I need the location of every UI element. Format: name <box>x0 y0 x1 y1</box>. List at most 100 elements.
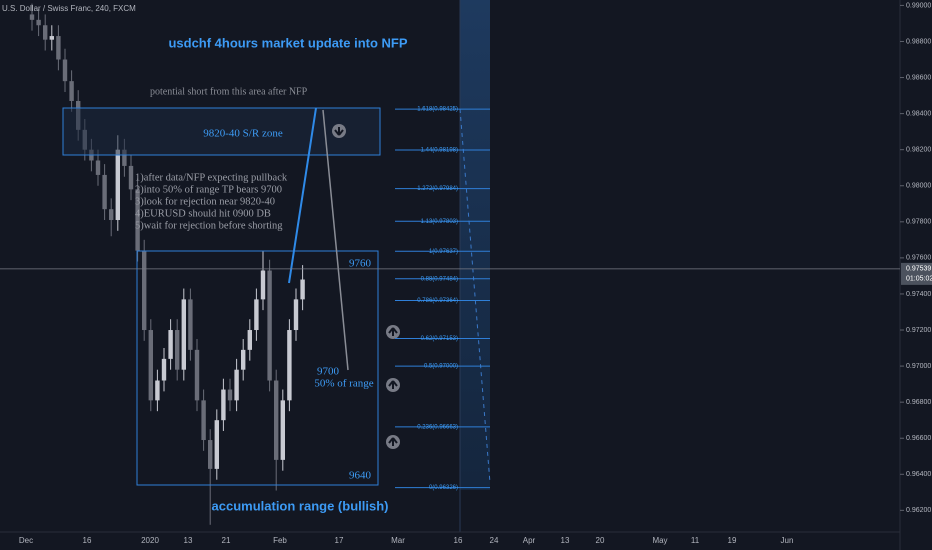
candle-body <box>274 380 279 460</box>
candle-body <box>128 165 134 190</box>
fib-trend <box>459 108 491 484</box>
candle-body <box>188 299 193 350</box>
x-tick-label: 13 <box>184 536 193 545</box>
x-tick-label: 21 <box>222 536 231 545</box>
fib-label: 0.786(0.97364) <box>417 298 458 304</box>
candle-body <box>62 59 68 82</box>
annotation: 9700 <box>317 366 340 378</box>
projection-line <box>322 109 349 371</box>
candles <box>29 3 305 525</box>
x-tick-label: Mar <box>391 536 405 545</box>
y-tick-label: 0.97000 <box>906 363 931 370</box>
y-tick-label: 0.98800 <box>906 38 931 45</box>
x-tick-label: Feb <box>273 536 287 545</box>
time-band <box>460 0 490 490</box>
fib-label: 1.13(0.97803) <box>421 219 458 225</box>
range-box <box>136 250 379 486</box>
candle-body <box>115 149 120 221</box>
fib-label: 0.88(0.97484) <box>421 276 458 282</box>
x-tick-label: Jun <box>781 536 794 545</box>
arrow-up <box>386 378 400 392</box>
fib-label: 1.618(0.98425) <box>417 107 458 113</box>
candle-body <box>95 160 101 175</box>
candle-body <box>234 369 239 401</box>
x-tick-label: Dec <box>19 536 33 545</box>
candle-body <box>36 19 41 26</box>
candle-body <box>201 400 206 441</box>
candle-body <box>241 349 246 370</box>
candle-body <box>260 270 266 300</box>
annotation: 9820-40 S/R zone <box>203 128 283 140</box>
y-tick-label: 0.98400 <box>906 110 931 117</box>
x-tick-label: 24 <box>490 536 499 545</box>
fib-label: 1(0.97637) <box>429 249 458 255</box>
candle-body <box>208 440 213 469</box>
y-tick-label: 0.98200 <box>906 147 931 154</box>
plan-line: 4)EURUSD should hit 0900 DB <box>135 208 271 219</box>
candle-body <box>43 25 48 40</box>
x-tick-label: 17 <box>335 536 344 545</box>
fib-label: 0.5(0.97000) <box>424 364 458 370</box>
countdown: 01:05:02 <box>906 276 932 283</box>
x-tick-label: 20 <box>596 536 605 545</box>
y-tick-label: 0.97600 <box>906 255 931 262</box>
y-tick-label: 0.98000 <box>906 183 931 190</box>
candle-body <box>155 380 160 401</box>
y-tick-label: 0.96800 <box>906 399 931 406</box>
candle-body <box>161 358 167 381</box>
fib-label: 0.236(0.96663) <box>417 424 458 430</box>
symbol: U.S. Dollar / Swiss Franc, 240, FXCM <box>2 4 136 13</box>
candle-body <box>142 250 147 331</box>
x-tick-label: 13 <box>561 536 570 545</box>
x-tick-label: 2020 <box>141 536 159 545</box>
annotation: 9640 <box>349 470 372 482</box>
fib-label: 0.62(0.97153) <box>421 336 458 342</box>
candle-body <box>280 400 285 460</box>
annotation: 9760 <box>349 258 372 270</box>
plan-line: 3)look for rejection near 9820-40 <box>135 196 275 207</box>
arrow-up <box>386 325 400 339</box>
candle-body <box>300 279 305 300</box>
annotation: 50% of range <box>314 378 373 390</box>
candle-body <box>49 36 54 40</box>
candle-body <box>221 389 226 421</box>
candle-body <box>181 299 186 370</box>
fib-label: 0(0.96326) <box>429 485 458 491</box>
candle-body <box>254 299 259 331</box>
candle-body <box>227 389 233 401</box>
x-tick-label: 16 <box>83 536 92 545</box>
plan-line: 1)after data/NFP expecting pullback <box>135 172 288 183</box>
x-tick-label: 16 <box>454 536 463 545</box>
y-tick-label: 0.98600 <box>906 74 931 81</box>
candle-body <box>287 330 292 401</box>
y-tick-label: 0.97200 <box>906 327 931 334</box>
candle-body <box>267 270 272 381</box>
x-tick-label: Apr <box>523 536 536 545</box>
x-tick-label: 19 <box>728 536 737 545</box>
annotation: accumulation range (bullish) <box>212 498 389 513</box>
candle-body <box>247 330 252 350</box>
arrow-up <box>386 435 400 449</box>
candle-body <box>194 349 200 401</box>
candle-body <box>293 299 299 331</box>
x-tick-label: 11 <box>691 536 700 545</box>
y-tick-label: 0.96600 <box>906 435 931 442</box>
annotation-title: usdchf 4hours market update into NFP <box>168 35 407 50</box>
y-tick-label: 0.99000 <box>906 2 931 9</box>
candle-body <box>175 330 180 370</box>
candle-body <box>29 14 35 20</box>
candle-body <box>69 81 74 101</box>
fib-label: 1.44(0.98198) <box>421 148 458 154</box>
candle-body <box>122 149 127 166</box>
candle-body <box>214 420 219 469</box>
y-tick-label: 0.96400 <box>906 471 931 478</box>
candle-body <box>135 189 140 251</box>
candle-body <box>168 330 173 359</box>
y-tick-label: 0.97800 <box>906 219 931 226</box>
candle-body <box>102 174 107 210</box>
x-tick-label: May <box>652 536 667 545</box>
arrow-down <box>332 124 346 138</box>
price-label: 0.97539 <box>906 266 931 273</box>
candle-body <box>109 209 114 221</box>
